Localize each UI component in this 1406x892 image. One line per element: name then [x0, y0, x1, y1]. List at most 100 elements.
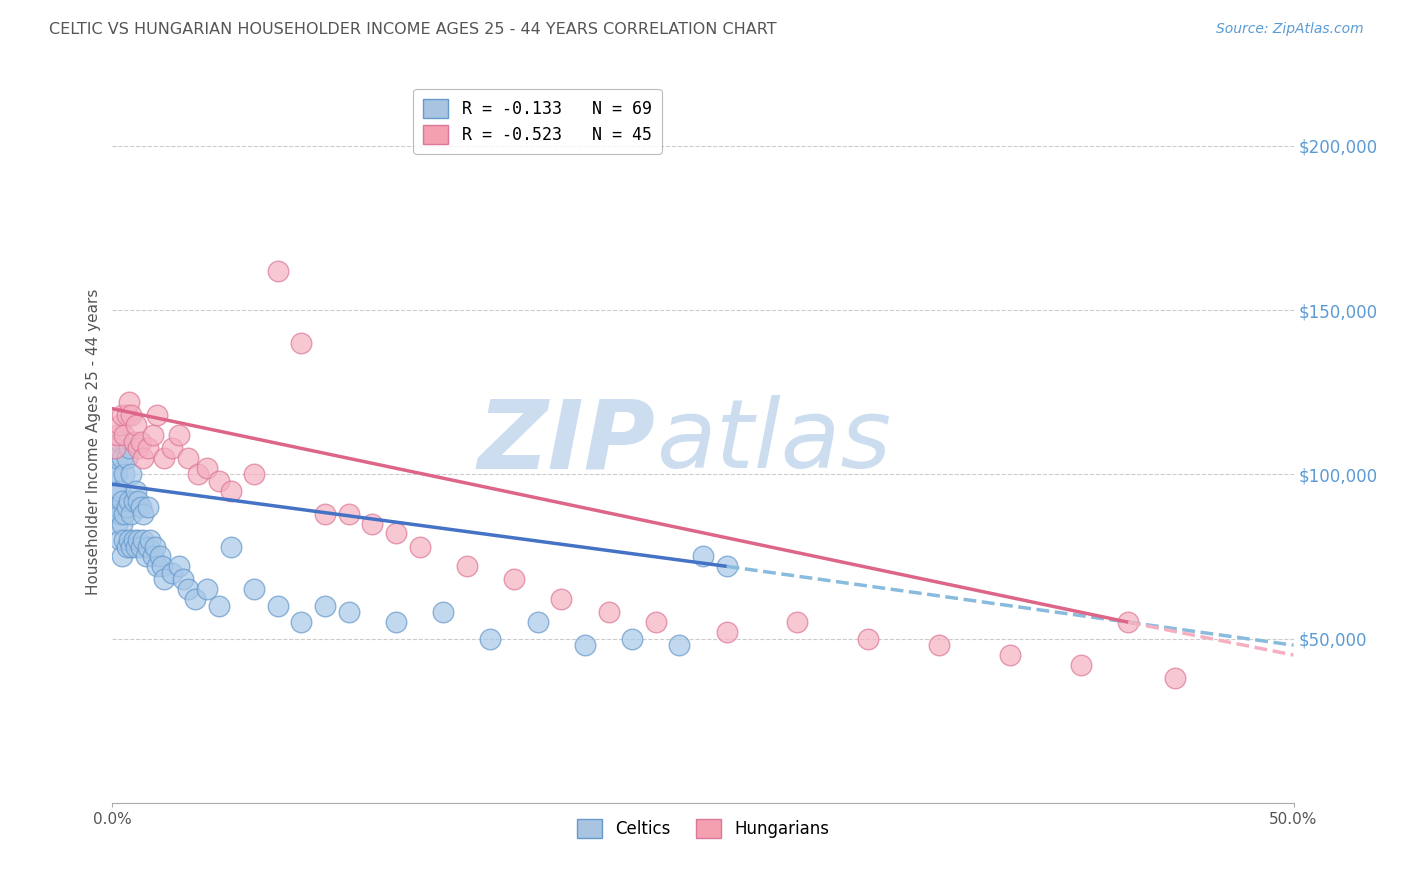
Point — [122, 533, 145, 547]
Point — [146, 409, 169, 423]
Point — [186, 467, 208, 482]
Point — [108, 418, 131, 433]
Point — [127, 533, 149, 547]
Point — [112, 507, 135, 521]
Point — [1070, 657, 1092, 672]
Point — [219, 483, 242, 498]
Point — [432, 605, 454, 619]
Point — [132, 533, 155, 547]
Text: CELTIC VS HUNGARIAN HOUSEHOLDER INCOME AGES 25 - 44 YEARS CORRELATION CHART: CELTIC VS HUNGARIAN HOUSEHOLDER INCOME A… — [49, 22, 778, 37]
Point — [550, 592, 572, 607]
Point — [108, 507, 131, 521]
Point — [120, 467, 142, 482]
Point — [167, 428, 190, 442]
Point — [314, 599, 336, 613]
Point — [125, 418, 148, 433]
Point — [177, 582, 200, 597]
Point — [150, 559, 173, 574]
Point — [149, 549, 172, 564]
Point — [716, 625, 738, 640]
Point — [132, 450, 155, 465]
Point — [118, 533, 141, 547]
Point — [290, 336, 312, 351]
Point — [135, 549, 157, 564]
Point — [177, 450, 200, 465]
Point — [111, 450, 134, 465]
Point — [108, 434, 131, 449]
Point — [243, 582, 266, 597]
Point — [208, 599, 231, 613]
Point — [146, 559, 169, 574]
Point — [621, 632, 644, 646]
Legend: Celtics, Hungarians: Celtics, Hungarians — [571, 813, 835, 845]
Point — [118, 493, 141, 508]
Point — [195, 582, 218, 597]
Point — [184, 592, 207, 607]
Point — [112, 533, 135, 547]
Point — [786, 615, 808, 630]
Point — [127, 441, 149, 455]
Point — [136, 540, 159, 554]
Point — [167, 559, 190, 574]
Point — [129, 500, 152, 515]
Point — [479, 632, 502, 646]
Point — [115, 409, 138, 423]
Text: ZIP: ZIP — [478, 395, 655, 488]
Point — [105, 500, 128, 515]
Point — [129, 540, 152, 554]
Point — [160, 566, 183, 580]
Point — [118, 441, 141, 455]
Point — [598, 605, 620, 619]
Point — [142, 549, 165, 564]
Point — [122, 434, 145, 449]
Point — [385, 615, 408, 630]
Point — [105, 450, 128, 465]
Point — [120, 409, 142, 423]
Point — [105, 467, 128, 482]
Point — [112, 467, 135, 482]
Point — [143, 540, 166, 554]
Point — [361, 516, 384, 531]
Point — [139, 533, 162, 547]
Point — [111, 409, 134, 423]
Point — [108, 533, 131, 547]
Point — [104, 483, 127, 498]
Point — [111, 493, 134, 508]
Point — [142, 428, 165, 442]
Point — [337, 507, 360, 521]
Text: atlas: atlas — [655, 395, 891, 488]
Point — [118, 395, 141, 409]
Point — [136, 500, 159, 515]
Point — [858, 632, 880, 646]
Point — [125, 483, 148, 498]
Point — [1164, 671, 1187, 685]
Point — [219, 540, 242, 554]
Point — [160, 441, 183, 455]
Point — [136, 441, 159, 455]
Point — [1116, 615, 1139, 630]
Point — [526, 615, 548, 630]
Point — [108, 483, 131, 498]
Point — [998, 648, 1021, 662]
Point — [574, 638, 596, 652]
Point — [153, 573, 176, 587]
Point — [111, 516, 134, 531]
Point — [503, 573, 526, 587]
Point — [195, 460, 218, 475]
Point — [120, 540, 142, 554]
Point — [129, 434, 152, 449]
Point — [115, 540, 138, 554]
Point — [115, 450, 138, 465]
Point — [314, 507, 336, 521]
Point — [267, 599, 290, 613]
Point — [122, 493, 145, 508]
Point — [243, 467, 266, 482]
Point — [104, 467, 127, 482]
Point — [668, 638, 690, 652]
Point — [120, 507, 142, 521]
Point — [408, 540, 430, 554]
Point — [644, 615, 666, 630]
Y-axis label: Householder Income Ages 25 - 44 years: Householder Income Ages 25 - 44 years — [86, 288, 101, 595]
Point — [153, 450, 176, 465]
Point — [105, 516, 128, 531]
